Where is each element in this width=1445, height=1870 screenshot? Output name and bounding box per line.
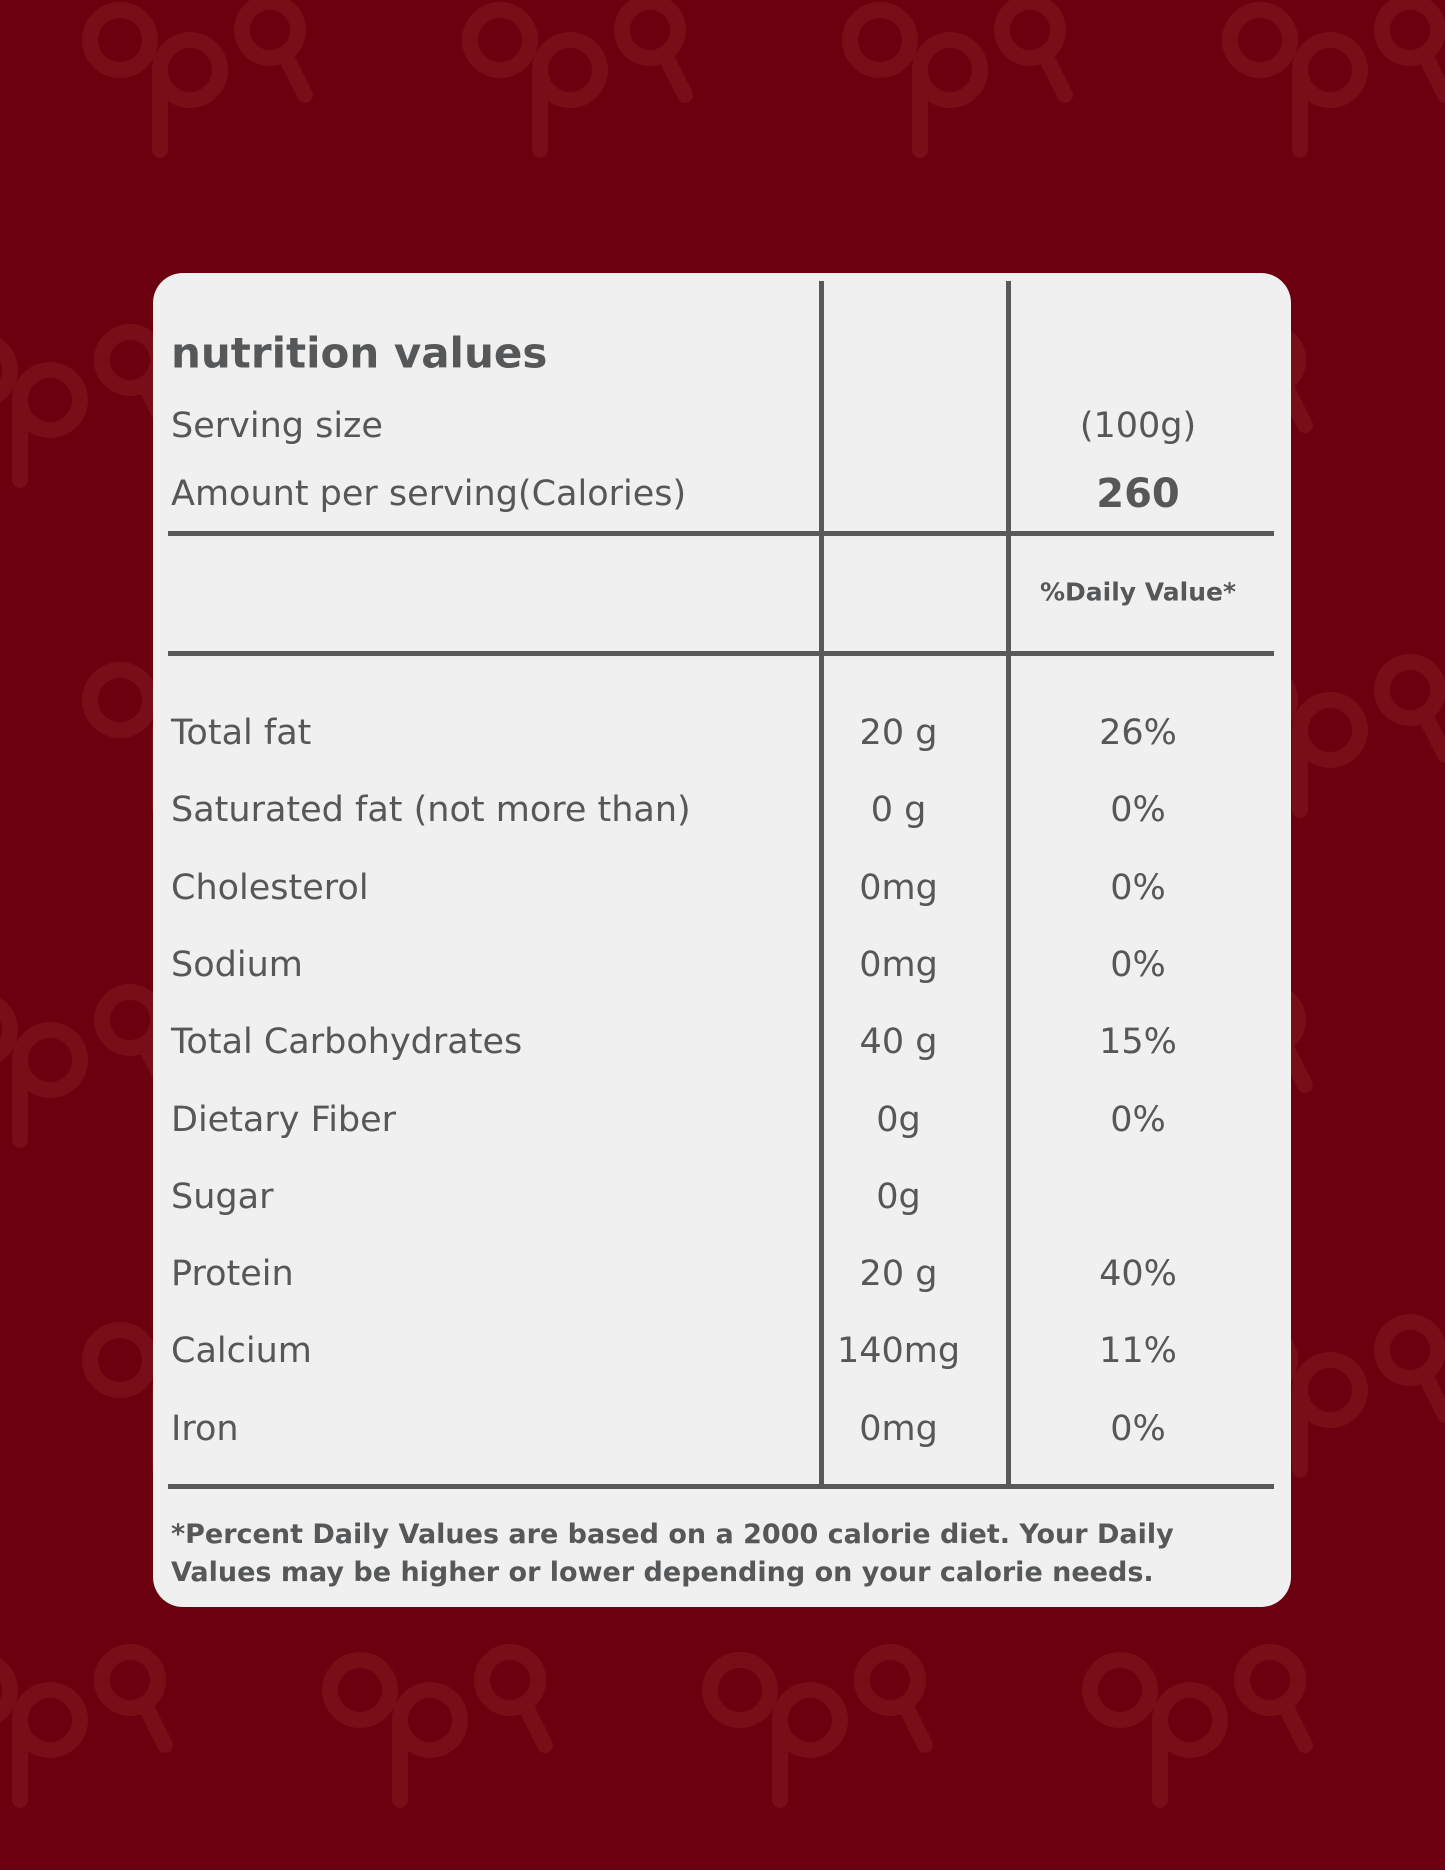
column-divider [819, 281, 824, 1486]
watermark-logo [322, 1644, 553, 1808]
nutrient-daily-value: 11% [1099, 1331, 1177, 1372]
row-divider [168, 531, 1274, 536]
watermark-logo [82, 0, 313, 158]
nutrient-amount: 0g [876, 1176, 921, 1217]
row-divider [168, 651, 1274, 656]
footnote: *Percent Daily Values are based on a 200… [171, 1519, 1174, 1588]
serving-size-value: (100g) [1079, 406, 1197, 446]
nutrient-name: Protein [171, 1254, 294, 1295]
nutrient-name: Sodium [171, 944, 303, 985]
nutrient-amount: 0 g [870, 790, 927, 831]
nutrient-name: Total Carbohydrates [171, 1022, 523, 1063]
watermark-logo [702, 1644, 933, 1808]
nutrient-name: Total fat [171, 713, 312, 753]
nutrient-daily-value: 26% [1099, 713, 1177, 753]
nutrient-amount: 0mg [859, 1408, 938, 1449]
nutrient-daily-value: 0% [1110, 790, 1166, 831]
nutrient-amount: 0mg [859, 944, 938, 985]
nutrient-daily-value: 0% [1110, 944, 1166, 985]
nutrient-name: Dietary Fiber [171, 1099, 397, 1140]
watermark-logo [0, 1644, 173, 1808]
watermark-logo [462, 0, 693, 158]
column-divider [1006, 281, 1011, 1486]
serving-size-label: Serving size [171, 406, 383, 446]
daily-value-header: %Daily Value* [1039, 577, 1237, 607]
nutrient-daily-value: 15% [1099, 1022, 1177, 1063]
nutrient-amount: 40 g [859, 1022, 938, 1063]
nutrient-amount: 0mg [859, 867, 938, 908]
watermark-logo [842, 0, 1073, 158]
nutrient-daily-value: 40% [1099, 1254, 1177, 1295]
watermark-logo [1222, 0, 1445, 158]
nutrient-name: Cholesterol [171, 867, 369, 908]
title: nutrition values [171, 328, 548, 378]
nutrient-daily-value: 0% [1110, 867, 1166, 908]
calories-value: 260 [1096, 471, 1180, 517]
watermark-logo [1082, 1644, 1313, 1808]
watermark-logo [0, 984, 173, 1148]
nutrient-amount: 140mg [836, 1331, 961, 1372]
nutrition-card: nutrition values Serving size (100g) Amo… [153, 273, 1291, 1607]
nutrient-name: Sugar [171, 1176, 274, 1217]
nutrient-daily-value: 0% [1110, 1408, 1166, 1449]
nutrient-name: Calcium [171, 1331, 312, 1372]
nutrient-name: Saturated fat (not more than) [171, 790, 691, 831]
nutrient-daily-value: 0% [1110, 1099, 1166, 1140]
nutrient-name: Iron [171, 1408, 239, 1449]
nutrient-amount: 0g [876, 1099, 921, 1140]
nutrient-amount: 20 g [859, 713, 938, 753]
calories-label: Amount per serving(Calories) [171, 474, 687, 514]
row-divider [168, 1484, 1274, 1489]
watermark-logo [0, 324, 173, 488]
nutrient-amount: 20 g [859, 1254, 938, 1295]
